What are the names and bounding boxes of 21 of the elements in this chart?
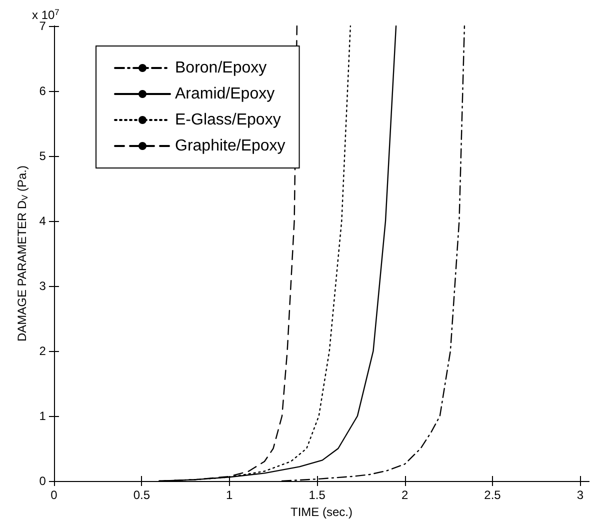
- x-tick-label: 2.5: [484, 488, 502, 502]
- y-tick-label: 1: [39, 409, 46, 423]
- legend-label: Boron/Epoxy: [175, 60, 267, 76]
- y-tick-label: 5: [39, 149, 46, 163]
- legend-label: Graphite/Epoxy: [175, 138, 286, 154]
- y-tick-label: 2: [39, 344, 46, 358]
- x-tick-label: 1: [226, 488, 234, 502]
- x-tick-label: 0.5: [133, 488, 150, 502]
- y-tick-label: 7: [39, 19, 46, 33]
- x-tick-label: 2: [401, 488, 408, 502]
- y-tick-label: 4: [39, 214, 46, 228]
- legend-label: Aramid/Epoxy: [175, 86, 275, 102]
- y-tick-label: 3: [39, 279, 46, 293]
- y-tick-label: 0: [39, 474, 46, 488]
- x-tick-label: 3: [576, 488, 584, 502]
- legend-label: E-Glass/Epoxy: [175, 112, 281, 128]
- x-tick-label: 1.5: [308, 488, 326, 502]
- y-tick-label: 6: [39, 84, 46, 98]
- x-tick-label: 0: [50, 488, 58, 502]
- y-axis-title: DAMAGE PARAMETER DV (Pa.): [15, 165, 30, 342]
- x-axis-title: TIME (sec.): [290, 504, 352, 519]
